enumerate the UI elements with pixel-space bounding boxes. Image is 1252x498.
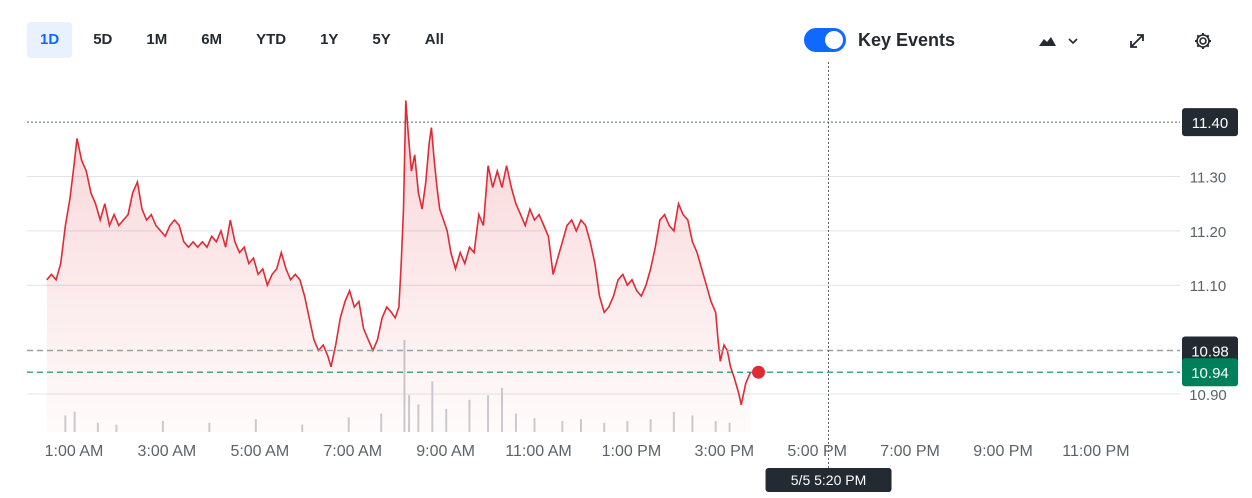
x-tick-label: 11:00 AM [505,443,571,460]
crosshair-time-badge: 5/5 5:20 PM [791,472,867,488]
previous-close-badge: 10.98 [1191,343,1229,360]
y-axis: 11.30 11.20 11.10 10.90 [1189,170,1227,404]
last-price-badge-bg [1182,358,1238,387]
range-1m-button[interactable]: 1M [146,31,168,48]
last-price-dot [751,365,765,379]
y-tick-label: 11.10 [1190,278,1226,295]
y-tick-label: 11.20 [1190,224,1226,241]
expand-icon [1130,34,1144,48]
gear-icon [1195,33,1211,49]
time-range-toolbar: 1D 5D 1M 6M YTD 1Y 5Y All [27,22,465,58]
price-badges: 11.40 10.98 10.94 5/5 5:20 PM [765,108,1238,492]
price-area [46,100,751,433]
range-ytd-button[interactable]: YTD [256,31,287,48]
x-tick-label: 7:00 AM [323,443,382,460]
x-tick-label: 1:00 AM [45,443,104,460]
y-tick-label: 10.90 [1189,387,1227,404]
chevron-down-icon [1068,38,1078,45]
key-events-toggle[interactable]: Key Events [804,28,955,52]
toggle-knob [825,31,843,49]
mountain-chart-icon [1039,37,1056,46]
x-tick-label: 9:00 PM [973,443,1033,460]
chart-type-selector[interactable] [1036,28,1080,54]
x-tick-label: 5:00 PM [787,443,847,460]
reference-lines [27,62,1180,468]
range-all-button[interactable]: All [424,31,444,48]
range-6m-button[interactable]: 6M [201,31,223,48]
crosshair-time-badge-bg [765,468,892,492]
high-price-badge-bg [1182,108,1238,137]
x-tick-label: 9:00 AM [416,443,475,460]
x-axis: 1:00 AM 3:00 AM 5:00 AM 7:00 AM 9:00 AM 11:00… [45,443,1130,460]
range-1d-button[interactable]: 1D [27,22,73,58]
x-tick-label: 1:00 PM [602,443,662,460]
range-5y-button[interactable]: 5Y [372,31,391,48]
key-events-label: Key Events [858,29,956,50]
settings-button[interactable] [1190,28,1216,54]
range-1y-button[interactable]: 1Y [320,31,339,48]
previous-close-badge-bg [1182,336,1238,365]
x-tick-label: 3:00 AM [138,443,197,460]
y-tick-label: 11.30 [1190,170,1226,187]
x-tick-label: 11:00 PM [1062,443,1129,460]
price-line [46,100,752,405]
high-price-badge: 11.40 [1192,115,1228,132]
x-tick-label: 5:00 AM [230,443,289,460]
toggle-switch[interactable] [804,28,846,52]
x-tick-label: 7:00 PM [880,443,940,460]
expand-button[interactable] [1124,28,1150,54]
x-tick-label: 3:00 PM [695,443,755,460]
range-5d-button[interactable]: 5D [93,31,113,48]
last-price-badge: 10.94 [1191,365,1229,382]
